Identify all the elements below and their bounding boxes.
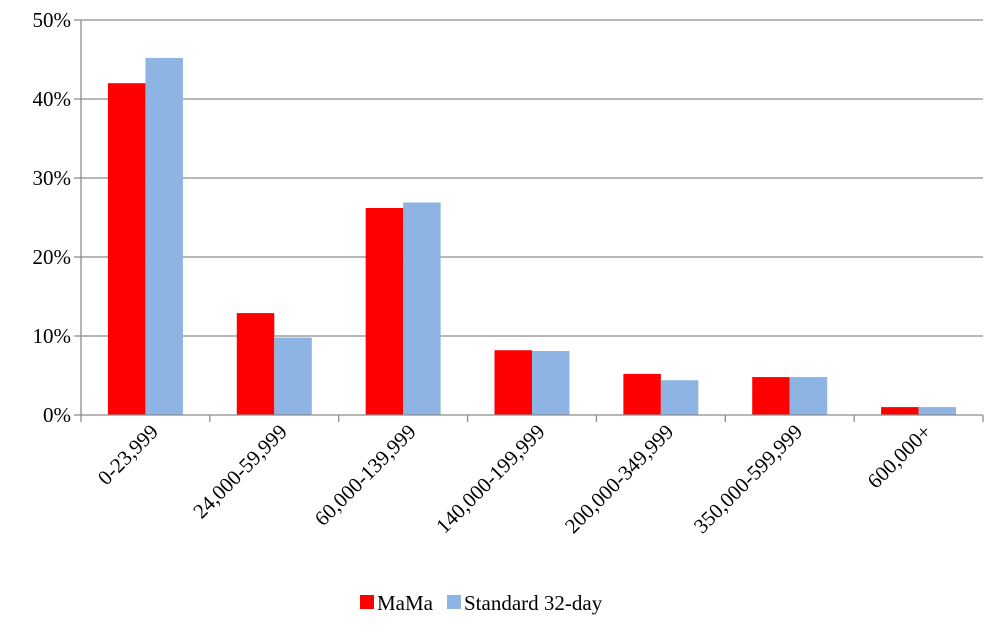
bar-mama-3: [494, 350, 532, 415]
x-tick-label: 600,000+: [863, 420, 937, 494]
y-tick-label: 30%: [33, 166, 72, 190]
bar-mama-1: [236, 313, 275, 415]
y-tick-label: 20%: [33, 245, 72, 269]
bar-standard-32-day-1: [274, 337, 312, 415]
bar-standard-32-day-4: [660, 380, 699, 415]
y-tick-label: 50%: [33, 8, 72, 32]
bar-standard-32-day-2: [403, 202, 441, 415]
y-axis-ticks: 0% 10% 20% 30% 40% 50%: [33, 8, 72, 427]
bar-mama-6: [881, 407, 919, 415]
x-tick-label: 60,000-139,999: [310, 420, 421, 531]
y-tick-label: 10%: [33, 324, 72, 348]
bar-mama-2: [365, 208, 404, 415]
bars: [107, 57, 957, 416]
bar-standard-32-day-3: [532, 351, 570, 415]
legend-label: Standard 32-day: [464, 591, 603, 615]
x-tick-label: 350,000-599,999: [689, 420, 807, 538]
legend: MaMa Standard 32-day: [360, 591, 603, 615]
x-tick-label: 140,000-199,999: [431, 420, 549, 538]
legend-swatch: [447, 595, 461, 609]
x-tick-label: 200,000-349,999: [560, 420, 678, 538]
bar-standard-32-day-5: [789, 377, 828, 415]
bar-mama-0: [107, 83, 146, 415]
gridlines: [81, 19, 983, 337]
y-tick-label: 0%: [43, 403, 71, 427]
bar-standard-32-day-0: [145, 57, 183, 416]
x-tick-label: 0-23,999: [93, 420, 163, 490]
y-tick-label: 40%: [33, 87, 72, 111]
legend-swatch: [360, 595, 374, 609]
bar-mama-5: [752, 377, 790, 415]
x-axis-ticks: 0-23,999 24,000-59,999 60,000-139,999 140,0…: [93, 420, 936, 538]
axes: [74, 19, 984, 422]
x-tick-label: 24,000-59,999: [188, 420, 292, 524]
legend-label: MaMa: [377, 591, 434, 615]
bar-standard-32-day-6: [918, 407, 957, 415]
bar-mama-4: [623, 373, 661, 415]
